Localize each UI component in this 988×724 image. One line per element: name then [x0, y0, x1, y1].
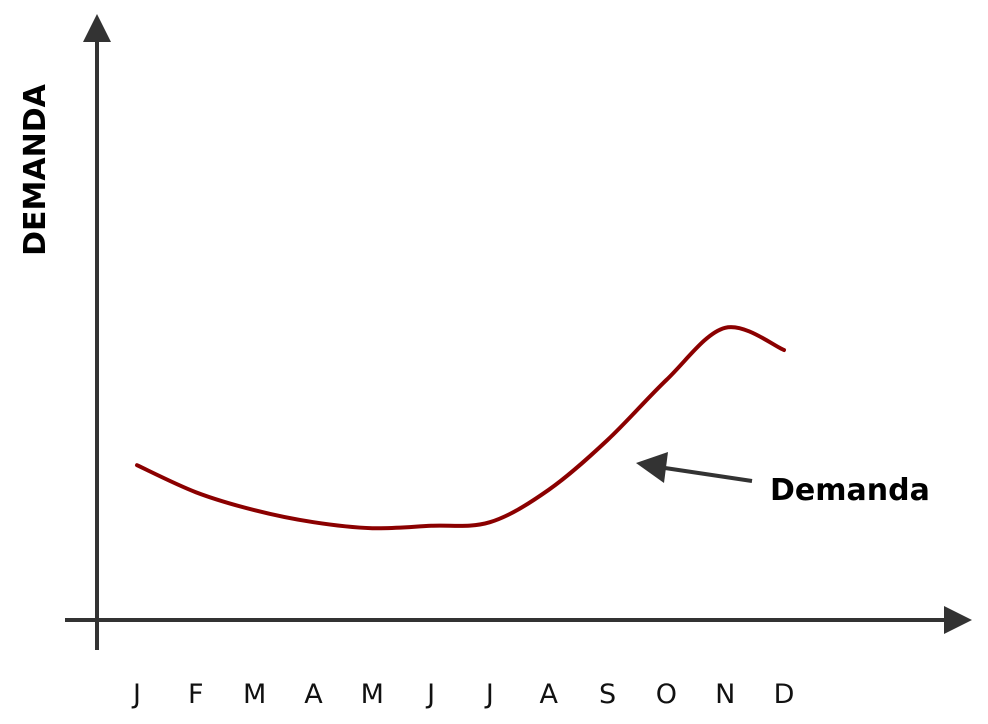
x-tick-label: A [539, 679, 558, 710]
axes [65, 14, 972, 650]
annotation-arrow [636, 452, 753, 483]
series-label: Demanda [770, 473, 930, 508]
y-axis-label: DEMANDA [18, 83, 53, 255]
x-tick-label: N [715, 679, 735, 710]
x-tick-label: F [188, 679, 204, 710]
x-tick-label: J [484, 679, 494, 710]
x-tick-label: J [131, 679, 141, 710]
x-tick-label: M [243, 679, 266, 710]
x-tick-label: A [304, 679, 323, 710]
x-tick-label: J [425, 679, 435, 710]
y-axis-arrow [83, 14, 111, 42]
x-tick-label: M [361, 679, 384, 710]
x-tick-label: O [656, 679, 677, 710]
x-axis-arrow [944, 606, 972, 634]
x-tick-label: S [599, 679, 616, 710]
x-tick-label: D [774, 679, 795, 710]
arrow-shaft [664, 466, 753, 483]
arrow-head [636, 452, 668, 483]
demand-line [135, 325, 786, 531]
